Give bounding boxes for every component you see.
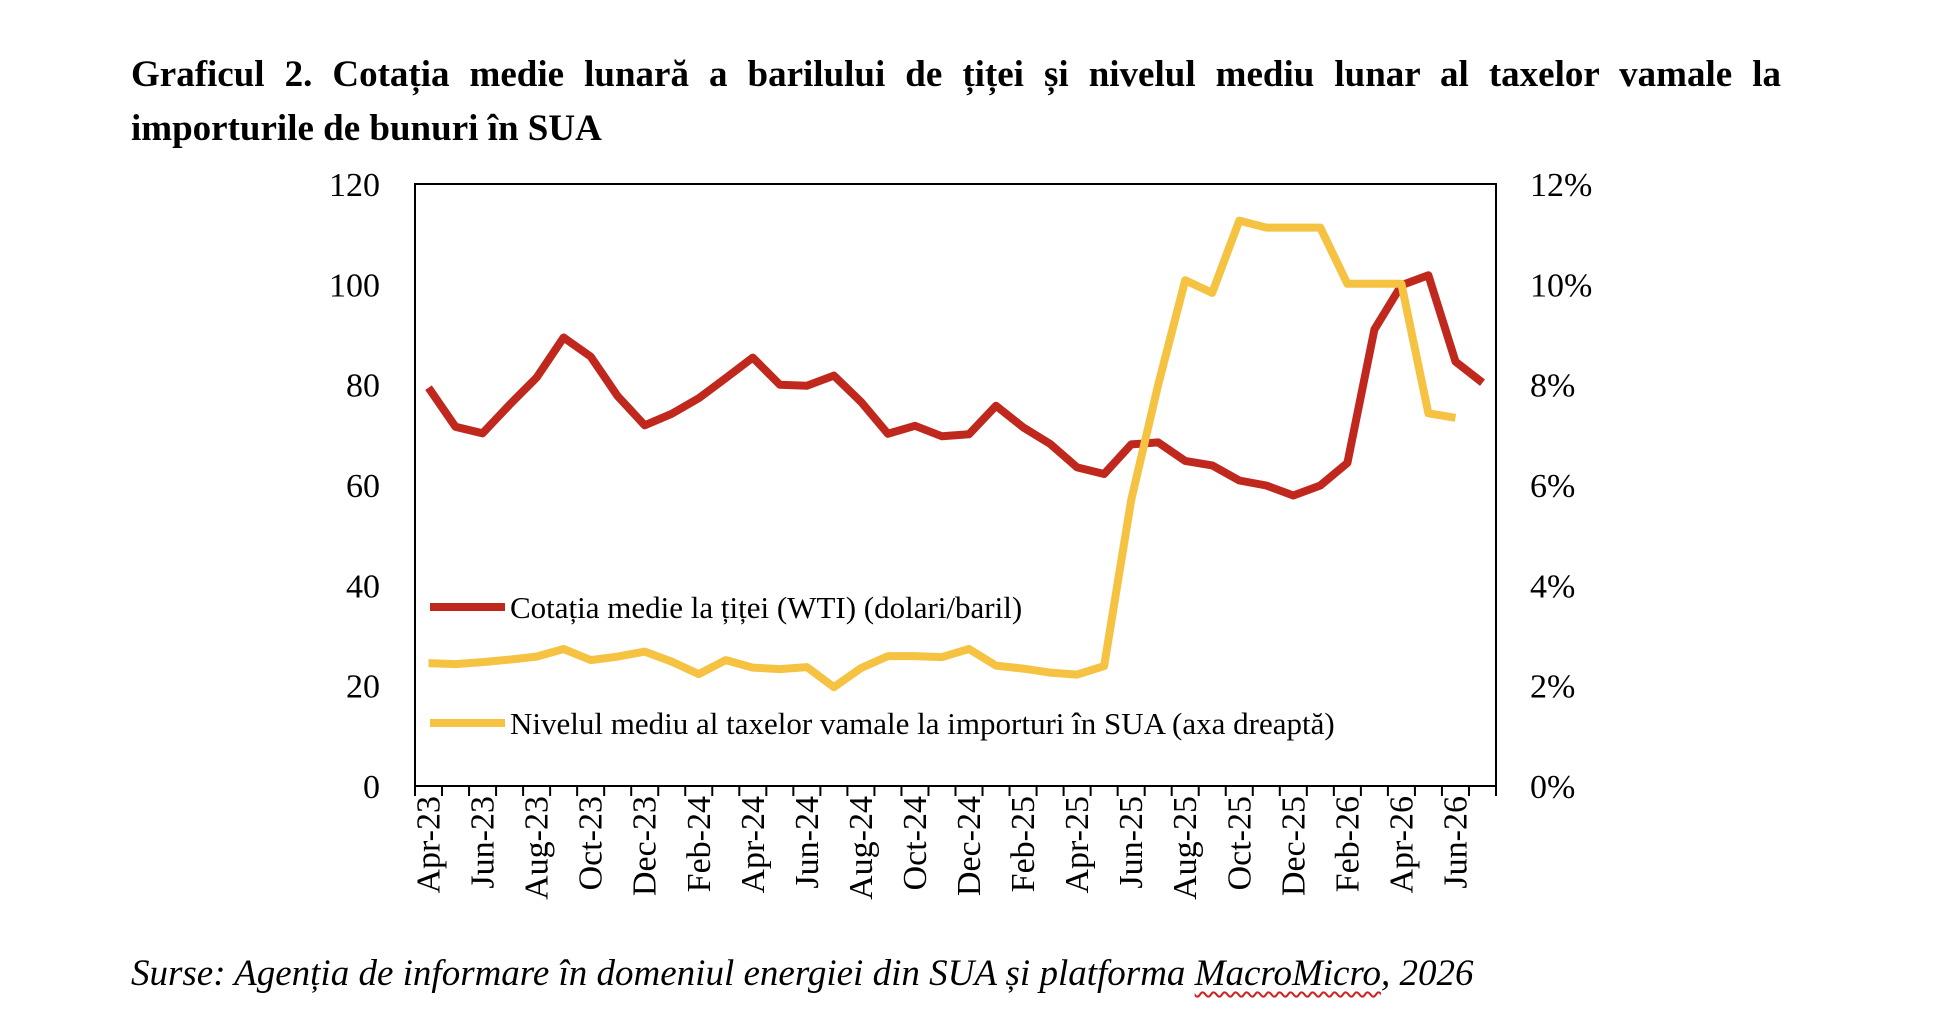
x-tick-label: Apr-24 (735, 796, 772, 894)
y-right-tick-label: 4% (1530, 568, 1575, 605)
chart-title: Graficul 2. Cotația medie lunară a baril… (131, 54, 1781, 149)
x-tick-label: Jun-23 (465, 796, 502, 889)
series-line-wti-oil-price (425, 271, 1485, 500)
y-left-tick-label: 20 (346, 669, 380, 706)
y-right-tick-label: 8% (1530, 368, 1575, 405)
source-note: Surse: Agenția de informare în domeniul … (131, 952, 1474, 995)
y-axis-left: 0 20 40 60 80 100 120 (329, 167, 380, 806)
legend-label: Cotația medie la țiței (WTI) (dolari/bar… (510, 590, 1022, 625)
source-brand: MacroMicro (1194, 953, 1381, 994)
series-layer (425, 216, 1485, 692)
y-left-tick-label: 100 (329, 267, 380, 304)
plot-frame (414, 183, 1497, 787)
x-tick-label: Apr-26 (1383, 796, 1420, 894)
y-right-tick-label: 12% (1530, 167, 1592, 204)
y-right-tick-label: 0% (1530, 769, 1575, 806)
x-tick-label: Dec-25 (1275, 796, 1312, 896)
x-tick-label: Jun-24 (789, 796, 826, 889)
x-tick-label: Jun-26 (1437, 796, 1474, 889)
legend: Cotația medie la țiței (WTI) (dolari/bar… (430, 590, 1335, 741)
x-tick-label: Aug-25 (1167, 796, 1204, 900)
x-tick-label: Apr-25 (1059, 796, 1096, 894)
x-tick-label: Aug-23 (519, 796, 556, 900)
y-left-tick-label: 60 (346, 468, 380, 505)
y-left-tick-label: 80 (346, 368, 380, 405)
x-tick-label: Jun-25 (1113, 796, 1150, 889)
y-right-tick-label: 2% (1530, 669, 1575, 706)
x-tick-label: Feb-25 (1005, 796, 1042, 892)
x-tick-label: Oct-24 (897, 796, 934, 890)
y-right-tick-label: 6% (1530, 468, 1575, 505)
x-tick-label: Dec-23 (627, 796, 664, 896)
x-tick-label: Feb-24 (681, 796, 718, 892)
x-tick-label: Dec-24 (951, 796, 988, 896)
y-axis-right: 0% 2% 4% 6% 8% 10% 12% (1530, 167, 1592, 806)
legend-label: Nivelul mediu al taxelor vamale la impor… (510, 706, 1335, 741)
y-left-tick-label: 0 (363, 769, 380, 806)
source-suffix: , 2026 (1381, 953, 1474, 994)
x-tick-label: Feb-26 (1329, 796, 1366, 892)
x-axis: Apr-23 Jun-23 Aug-23 Oct-23 Dec-23 Feb-24 Apr-… (411, 786, 1497, 900)
source-prefix: Surse: Agenția de informare în domeniul … (131, 953, 1195, 994)
x-tick-label: Oct-25 (1221, 796, 1258, 890)
x-tick-label: Aug-24 (843, 796, 880, 900)
y-right-tick-label: 10% (1530, 267, 1592, 304)
series-line-us-import-tariff (428, 216, 1457, 692)
y-left-tick-label: 40 (346, 568, 380, 605)
x-tick-label: Apr-23 (411, 796, 448, 894)
x-tick-label: Oct-23 (573, 796, 610, 890)
y-left-tick-label: 120 (329, 167, 380, 204)
